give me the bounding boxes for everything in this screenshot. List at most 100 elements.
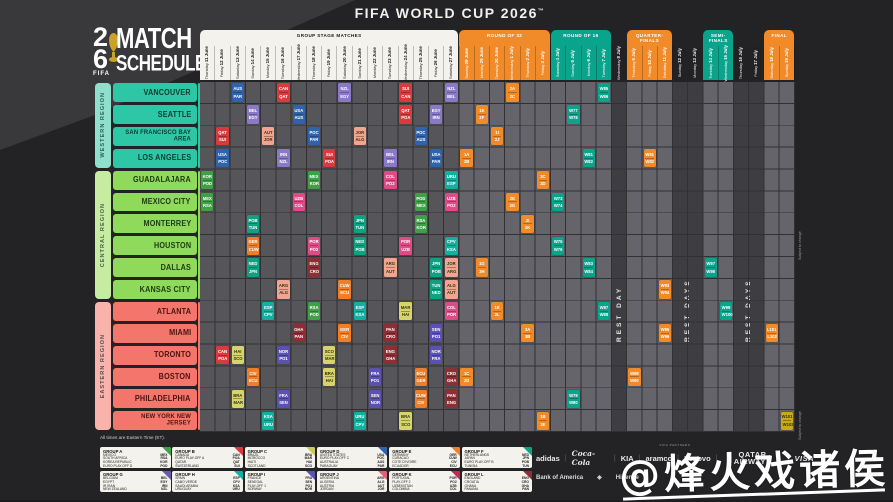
team-code: PAN: [386, 326, 395, 332]
group-card-b: GROUP B CANADA CAN EURO PLAY-OFF A POA QATAR Q…: [172, 447, 243, 468]
group-match-chip: BEL IRN: [384, 149, 397, 168]
team-code: MEX: [416, 201, 426, 208]
team-code: W89: [630, 370, 639, 376]
team-code: MAR: [233, 398, 243, 405]
date-label: Thursday 9 July: [631, 48, 637, 78]
date-column-header: Saturday 20 June: [338, 46, 353, 80]
date-column-header: Sunday 21 June: [353, 46, 368, 80]
team-code: 3E: [538, 420, 548, 427]
team-code: W73: [553, 195, 563, 201]
knockout-match-chip: 1G 2H: [475, 258, 489, 277]
logo-26: 2 6 FIFA: [93, 24, 118, 77]
team-code: 1A: [463, 151, 470, 157]
team-code: BEL: [386, 151, 395, 157]
group-team-row: EURO PLAY-OFF C POC: [319, 456, 385, 461]
team-code: 2A: [509, 86, 516, 92]
group-card-corner: [306, 447, 316, 456]
team-code: CUW: [248, 245, 259, 252]
group-card-corner: [523, 447, 532, 456]
shield-logo-icon: ◈: [597, 475, 602, 481]
sponsor-block: FIFA PARTNERS adidas | Coca-Cola | KIA | aramc…: [536, 443, 814, 481]
group-team-row: SOUTH AFRICA RSA: [103, 456, 168, 461]
group-card-a: GROUP A MEXICO MEX SOUTH AFRICA RSA KOREA REP…: [100, 447, 171, 468]
date-column-header: Wednesday 1 July: [506, 46, 521, 80]
date-label: Tuesday 14 July: [707, 47, 713, 79]
group-card-d: GROUP D UNITED STATES USA EURO PLAY-OFF C PO…: [316, 447, 388, 468]
team-code: GHA: [386, 354, 396, 362]
region-ribbon-central: CENTRAL REGION: [95, 170, 111, 299]
date-label: Tuesday 7 July: [600, 48, 606, 78]
city-name: PHILADELPHIA: [135, 393, 191, 404]
team-code: CIV: [416, 398, 426, 405]
date-column-header: Saturday 18 July: [765, 46, 780, 80]
group-card-title: GROUP L: [464, 472, 484, 477]
team-code: QAT: [218, 130, 227, 136]
team-code: 2L: [492, 310, 502, 318]
group-match-chip: NZL BEL: [445, 83, 458, 102]
team-code: W101: [781, 414, 793, 420]
sponsor-separator: |: [613, 454, 616, 462]
trademark: ™: [537, 8, 546, 15]
team-code: W93: [660, 283, 670, 289]
group-match-chip: HAI SCO: [231, 345, 244, 365]
date-column-header: Tuesday 7 July: [597, 46, 613, 80]
logo-words: MATCH SCHEDULE: [116, 23, 206, 74]
date-label: Friday 10 July: [646, 49, 652, 77]
date-label: Monday 29 June: [478, 47, 484, 79]
team-code: SCO: [401, 420, 411, 427]
group-match-chip: QAT POA: [399, 105, 412, 124]
group-team-row: CROATIA CRO: [464, 479, 530, 484]
team-code: SEN: [431, 326, 441, 332]
team-code: CAN: [217, 348, 228, 354]
date-label: Wednesday 24 June: [402, 44, 408, 82]
group-team-row: HAITI HAI: [247, 460, 313, 464]
group-match-chip: PAN CRO: [384, 324, 397, 343]
group-match-chip: ARG AUT: [384, 258, 397, 277]
knockout-match-chip: W97 W98: [704, 258, 717, 277]
group-card-title: GROUP K: [392, 472, 412, 477]
group-match-chip: CRO GHA: [445, 367, 458, 387]
stage-banner: QUARTER-FINALS: [627, 30, 672, 80]
team-code: IRN: [279, 151, 288, 157]
knockout-match-chip: 1K 2L: [490, 302, 504, 321]
date-column-header: Thursday 2 July: [521, 46, 536, 80]
team-code: NZL: [279, 157, 288, 165]
group-match-chip: BRA MAR: [231, 389, 244, 408]
logo-match: MATCH: [116, 23, 192, 56]
date-label: Saturday 11 July: [661, 47, 667, 79]
group-card-title: GROUP H: [175, 472, 195, 477]
group-card-title: GROUP D: [319, 448, 340, 454]
knockout-match-chip: 3C 3D: [536, 170, 550, 190]
aramco-logo-icon: aramco: [645, 453, 673, 463]
team-code: 3C: [540, 173, 546, 179]
date-column-header: Monday 22 June: [368, 46, 384, 80]
city-label-vancouver: VANCOUVER: [113, 83, 197, 103]
group-card-corner: [233, 447, 243, 456]
date-label: Monday 6 July: [585, 49, 591, 77]
sponsor-separator: |: [787, 454, 790, 462]
lenovo-logo-icon: Lenovo: [684, 453, 711, 463]
team-code: JOR: [263, 135, 273, 143]
date-column-header: Friday 26 June: [429, 46, 445, 80]
group-team-row: ECUADOR ECU: [392, 463, 457, 468]
team-code: 1B: [540, 414, 546, 420]
team-code: W92: [645, 157, 655, 165]
team-code: ESP: [447, 179, 456, 187]
team-code: POD: [202, 179, 213, 187]
group-match-chip: AUT JOR: [262, 127, 275, 146]
group-match-chip: CPV KSA: [445, 236, 458, 255]
group-match-chip: CIV ECU: [246, 367, 260, 387]
city-name: ATLANTA: [156, 306, 191, 316]
team-code: PAR: [233, 92, 243, 99]
group-match-chip: USA POC: [216, 149, 229, 168]
group-match-chip: NED POB: [353, 236, 366, 255]
group-card-corner: [378, 470, 388, 480]
world-cup-trophy-icon: [107, 33, 120, 66]
team-code: W94: [660, 288, 670, 296]
group-match-chip: UZB COL: [292, 192, 305, 212]
team-code: QAT: [279, 92, 288, 99]
stage-banner: SEMI-FINALS: [703, 30, 733, 80]
team-code: COL: [385, 173, 395, 179]
date-label: Sunday 19 July: [783, 48, 789, 78]
team-code: MAR: [400, 305, 411, 311]
